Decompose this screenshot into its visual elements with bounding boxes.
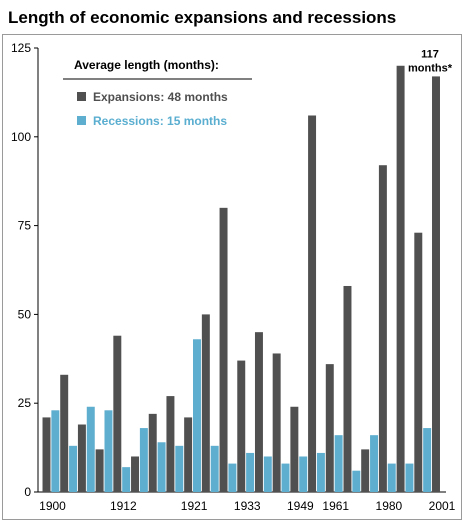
expansion-bar (432, 76, 440, 492)
recession-bar (210, 445, 219, 492)
expansion-bar (42, 417, 51, 492)
expansion-bar (396, 65, 405, 492)
expansion-bar (237, 360, 246, 492)
expansion-bar (201, 314, 210, 492)
annotation-value: 117 (421, 48, 439, 60)
legend: Average length (months): Expansions: 48 … (63, 58, 252, 128)
expansion-bar (361, 449, 370, 492)
recession-bar (86, 406, 95, 492)
x-axis-ticks: 1900 1912 1921 1933 1949 1961 1980 2001 (39, 499, 456, 513)
y-tick-label: 0 (24, 485, 31, 499)
expansion-bar (166, 396, 175, 492)
annotation: 117 months* (408, 48, 453, 74)
x-tick-label: 1933 (234, 499, 261, 513)
y-tick-label: 125 (11, 41, 31, 55)
legend-label-expansions: Expansions: 48 months (93, 90, 228, 104)
expansion-bar (325, 364, 334, 492)
recession-bar (299, 456, 308, 492)
expansion-bar (184, 417, 193, 492)
recession-bar (139, 428, 148, 492)
expansion-bar (414, 232, 423, 493)
legend-swatch-recessions (77, 116, 86, 125)
expansion-bar (290, 406, 299, 492)
recession-bar (263, 456, 272, 492)
recession-bar (157, 442, 166, 492)
expansion-bar (77, 424, 86, 492)
recession-bar (352, 470, 361, 492)
y-tick-label: 50 (18, 307, 32, 321)
y-tick-label: 100 (11, 130, 31, 144)
expansion-bar (254, 332, 263, 492)
legend-title: Average length (months): (74, 58, 219, 72)
x-tick-label: 1912 (110, 499, 137, 513)
y-tick-label: 25 (18, 396, 32, 410)
recession-bar (334, 435, 343, 492)
x-tick-label: 1921 (181, 499, 208, 513)
x-tick-label: 1961 (322, 499, 349, 513)
expansion-bar (60, 374, 69, 492)
x-tick-label: 1900 (39, 499, 66, 513)
annotation-unit: months* (408, 62, 453, 74)
recession-bar (69, 445, 78, 492)
recession-bar (405, 463, 414, 492)
x-tick-label: 1949 (287, 499, 314, 513)
expansion-bar (378, 165, 387, 492)
y-tick-label: 75 (18, 219, 32, 233)
expansion-bar (343, 285, 352, 492)
expansion-bar (113, 335, 122, 492)
recession-bar (122, 467, 131, 492)
expansion-bar (131, 456, 140, 492)
recession-bar (246, 452, 255, 492)
recession-bar (281, 463, 290, 492)
chart-frame (2, 34, 462, 520)
recession-bar (423, 428, 432, 492)
recession-bar (316, 452, 325, 492)
x-tick-label: 2001 (429, 499, 456, 513)
expansion-bar (272, 353, 281, 492)
y-axis-ticks: 0 25 50 75 100 125 (11, 41, 38, 499)
recession-bar (387, 463, 396, 492)
expansion-bar (148, 413, 157, 492)
bar-series (42, 65, 440, 493)
recession-bar (193, 339, 201, 492)
legend-swatch-expansions (77, 92, 86, 101)
recession-bar (370, 435, 379, 492)
legend-label-recessions: Recessions: 15 months (93, 114, 227, 128)
recession-bar (104, 410, 113, 492)
chart-title: Length of economic expansions and recess… (8, 8, 397, 27)
expansion-bar (219, 207, 228, 492)
recession-bar (51, 410, 60, 492)
recession-bar (228, 463, 237, 492)
recession-bar (175, 445, 184, 492)
expansion-bar (308, 115, 317, 492)
expansion-bar (95, 449, 104, 492)
x-tick-label: 1980 (376, 499, 403, 513)
